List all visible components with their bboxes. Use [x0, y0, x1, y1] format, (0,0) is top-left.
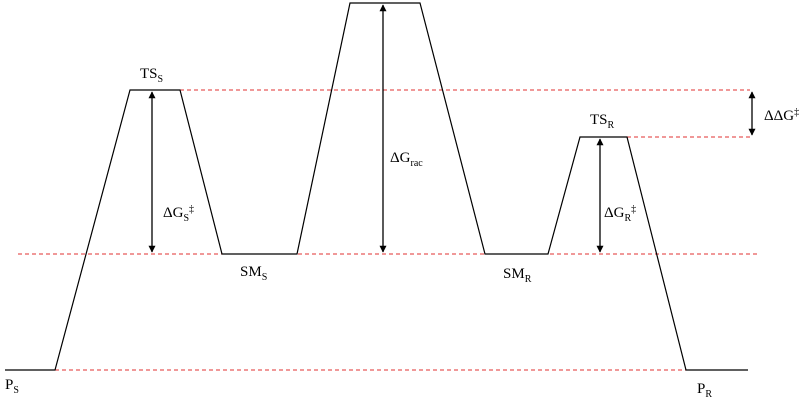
label: PR	[697, 381, 712, 400]
energy-profile	[5, 2, 748, 371]
label-part: S	[183, 213, 189, 224]
label-part: S	[262, 272, 268, 283]
label: SMS	[240, 264, 267, 283]
label-part: P	[5, 377, 13, 393]
label: PS	[5, 377, 19, 396]
label-part: S	[13, 385, 19, 396]
label-part: ΔG	[163, 205, 184, 221]
label: ΔΔG‡	[764, 107, 799, 124]
label-part: ΔG	[604, 205, 625, 221]
label-part: ΔΔG	[764, 108, 794, 124]
label: ΔGR‡	[604, 204, 636, 224]
label-part: TS	[140, 66, 158, 82]
label-part: TS	[590, 112, 608, 128]
label: TSR	[590, 112, 615, 131]
label-part: SM	[503, 266, 525, 282]
label: TSS	[140, 66, 163, 85]
label-part: R	[608, 120, 615, 131]
label-part: SM	[240, 264, 262, 280]
label-part: R	[525, 274, 532, 285]
label-part: rac	[410, 158, 423, 169]
label: ΔGS‡	[163, 204, 194, 224]
label-part: P	[697, 381, 705, 397]
label: ΔGrac	[390, 150, 423, 169]
label-part: R	[705, 389, 712, 400]
label-part: R	[624, 213, 631, 224]
label-part: ‡	[189, 204, 194, 215]
label-part: ΔG	[390, 150, 411, 166]
label: SMR	[503, 266, 532, 285]
label-part: S	[158, 74, 164, 85]
label-part: ‡	[631, 204, 636, 215]
label-part: ‡	[794, 107, 799, 118]
